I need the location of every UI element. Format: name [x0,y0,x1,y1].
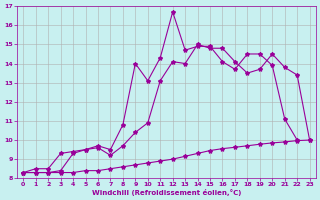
X-axis label: Windchill (Refroidissement éolien,°C): Windchill (Refroidissement éolien,°C) [92,189,241,196]
